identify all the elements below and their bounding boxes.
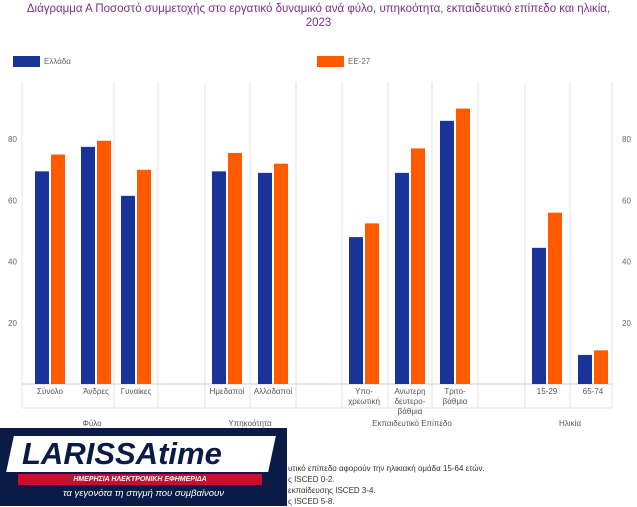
category-label: χρεωτική [348,397,380,406]
y-tick-label-left: 80 [8,135,17,144]
legend-label-eu27: ΕΕ-27 [348,57,371,66]
y-tick-label-left: 40 [8,258,17,267]
larissatime-logo: LARISSAtime ΗΜΕΡΗΣΙΑ ΗΛΕΚΤΡΟΝΙΚΗ ΕΦΗΜΕΡΙ… [0,428,287,506]
chart-title-line-2: 2023 [305,17,332,29]
category-label: Γυναίκες [121,387,152,396]
category-label: Σύνολο [37,387,63,396]
y-tick-label-left: 20 [8,319,17,328]
group-label: Υπηκοότητα [228,419,272,428]
bar-chart: 20 20 40 40 60 60 80 80 Σύνολο Άνδρες Γυναίκες Ημεδ… [8,82,631,428]
category-label: Ημεδαποί [210,387,245,396]
logo-brand-text: LARISSAtime [22,436,222,471]
footnote-line-2: ς ISCED 0-2. [288,475,335,484]
footnote-line-1: υτικό επίπεδο αφορούν την ηλικιακή ομάδα… [288,464,485,473]
bar-greece [395,172,409,384]
legend-label-greece: Ελλάδα [44,57,71,66]
y-tick-label-right: 80 [622,135,631,144]
group-label: Εκπαιδευτικό Επίπεδο [372,419,452,428]
category-label: 65-74 [583,387,604,396]
category-label: βάθμια [398,407,423,416]
bar-greece [578,354,592,384]
bar-eu27 [274,163,288,384]
logo-subtitle: ΗΜΕΡΗΣΙΑ ΗΛΕΚΤΡΟΝΙΚΗ ΕΦΗΜΕΡΙΔΑ [18,474,262,485]
legend-swatch-greece [13,56,40,67]
bar-greece [121,195,135,384]
bar-eu27 [456,108,470,384]
bar-eu27 [594,350,608,384]
group-label: Ηλικία [559,419,581,428]
bar-greece [212,171,226,384]
legend-item-eu27: ΕΕ-27 [317,56,370,67]
category-label: Υπο- [355,387,373,396]
y-tick-label-right: 40 [622,258,631,267]
bar-eu27 [51,154,65,384]
y-tick-label-right: 60 [622,196,631,205]
bar-eu27 [411,148,425,384]
bar-greece [35,171,49,384]
group-label: Φύλο [82,419,102,428]
bar-greece [532,247,546,384]
logo-brand-box: LARISSAtime [6,436,276,472]
bar-greece [349,237,363,384]
legend-item-greece: Ελλάδα [13,56,71,67]
chart-title: Διάγραμμα Α Ποσοστό συμμετοχής στο εργατ… [0,2,637,30]
category-label: βάθμια [443,397,468,406]
category-label: Ανωτερη [394,387,425,396]
chart-title-line-1: Διάγραμμα Α Ποσοστό συμμετοχής στο εργατ… [26,3,611,15]
footnote-line-4: ς ISCED 5-8. [288,497,335,506]
bar-eu27 [97,140,111,384]
bar-eu27 [137,169,151,384]
bar-eu27 [548,212,562,384]
y-tick-label-right: 20 [622,319,631,328]
category-label: Τριτο- [444,387,466,396]
bar-eu27 [365,223,379,384]
bar-eu27 [228,152,242,384]
legend-swatch-eu27 [317,56,344,67]
category-label: Αλλοδαποί [254,387,293,396]
bar-greece [81,146,95,384]
category-label: 15-29 [537,387,558,396]
category-label: δευτερο- [395,397,426,406]
footnote-line-3: εκπαίδευσης ISCED 3-4. [288,486,376,495]
bar-greece [440,120,454,384]
footnote: υτικό επίπεδο αφορούν την ηλικιακή ομάδα… [288,463,485,507]
bar-greece [258,172,272,384]
category-label: Άνδρες [83,387,109,396]
logo-tagline: τα γεγονότα τη στιγμή που συμβαίνουν [63,488,224,499]
y-tick-label-left: 60 [8,196,17,205]
